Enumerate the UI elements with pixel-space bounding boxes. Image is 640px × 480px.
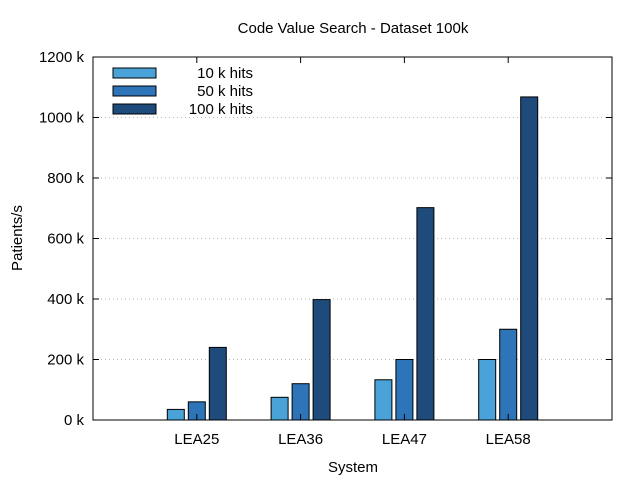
bar xyxy=(499,328,518,421)
x-tick-label: LEA25 xyxy=(174,431,219,448)
bar xyxy=(478,359,497,421)
legend-swatch xyxy=(112,67,157,79)
legend-label: 50 k hits xyxy=(197,83,253,100)
chart-title: Code Value Search - Dataset 100k xyxy=(238,20,469,37)
y-tick-label: 1000 k xyxy=(39,110,85,127)
y-tick-label: 600 k xyxy=(47,231,84,248)
bar xyxy=(312,299,331,421)
x-axis-label: System xyxy=(328,459,378,476)
legend-label: 100 k hits xyxy=(189,101,253,118)
x-tick-label: LEA47 xyxy=(382,431,427,448)
bar xyxy=(208,346,227,421)
y-tick-label: 800 k xyxy=(47,170,84,187)
bars xyxy=(166,96,539,421)
x-tick-label: LEA36 xyxy=(278,431,323,448)
y-tick-label: 0 k xyxy=(64,412,85,429)
legend-swatch xyxy=(112,85,157,97)
bar xyxy=(395,359,414,421)
y-tick-label: 400 k xyxy=(47,291,84,308)
y-tick-label: 200 k xyxy=(47,352,84,369)
y-tick-label: 1200 k xyxy=(39,49,85,66)
bar xyxy=(416,207,435,421)
x-tick-label: LEA58 xyxy=(486,431,531,448)
legend-label: 10 k hits xyxy=(197,65,253,82)
y-axis-ticks: 0 k 200 k 400 k 600 k 800 k 1000 k 1200 k xyxy=(39,49,612,429)
x-axis-ticks: LEA25 LEA36 LEA47 LEA58 xyxy=(174,57,531,448)
y-axis-label: Patients/s xyxy=(9,205,26,271)
bar xyxy=(520,96,539,421)
bar xyxy=(270,396,289,421)
bar xyxy=(166,408,185,421)
bar xyxy=(374,379,393,421)
legend-swatch xyxy=(112,103,157,115)
